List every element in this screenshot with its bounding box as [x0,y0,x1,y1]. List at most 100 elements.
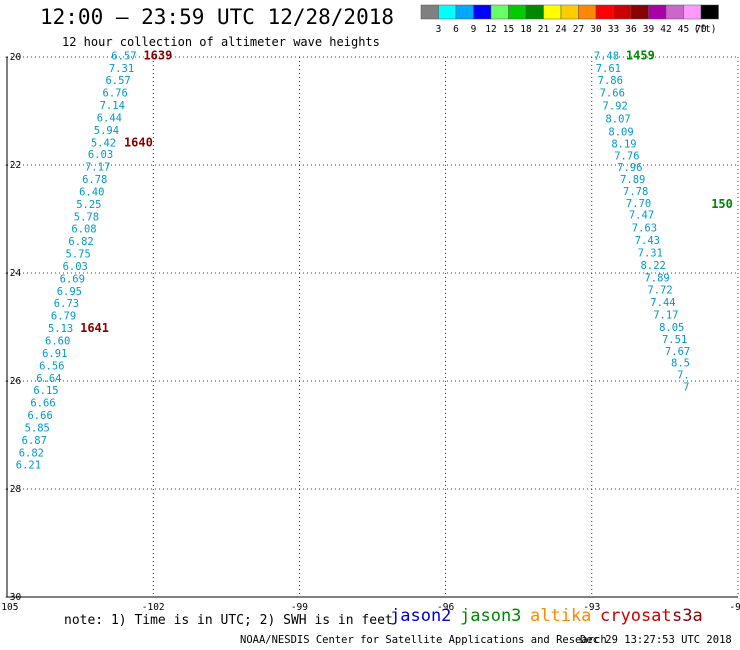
footer-credit: NOAA/NESDIS Center for Satellite Applica… [240,634,607,646]
legend-swatch [420,4,439,20]
legend-swatch [613,4,632,20]
swh-point: 6.60 [45,336,70,348]
swh-point: 7.31 [638,247,663,259]
swh-point: 5.78 [74,211,99,223]
swh-point: 7.43 [635,235,660,247]
swh-point: 8.07 [605,114,630,126]
swh-point: 7.44 [650,297,675,309]
swh-point: 6.03 [88,149,113,161]
swh-point: 7.47 [629,210,654,222]
track-time-label: 1640 [124,135,153,149]
legend-swatch [560,4,579,20]
swh-point: 7 [683,381,689,393]
swh-point: 8.5 [671,358,690,370]
lat-tick-label: -30 [4,592,21,603]
legend-swatch [473,4,492,20]
legend-swatch [508,4,527,20]
legend-swatch [543,4,562,20]
swh-point: 8.19 [611,138,636,150]
legend-label: 15 [503,24,514,35]
lon-tick-label: -102 [142,602,165,613]
lat-tick-label: -20 [4,52,21,63]
lon-tick-label: -93 [583,602,600,613]
footer-timestamp: Dec 29 13:27:53 UTC 2018 [580,634,732,646]
legend-swatch [578,4,597,20]
swh-point: 7.89 [620,174,645,186]
satellite-altika: altika [530,606,592,626]
swh-point: 6.69 [60,273,85,285]
swh-point: 7.31 [109,63,134,75]
legend-label: 6 [453,24,459,35]
lon-tick-label: -99 [291,602,308,613]
legend-swatch [665,4,684,20]
swh-point: 7.76 [614,150,639,162]
swh-point: 6.91 [42,348,67,360]
track-time-label: 1641 [80,321,109,335]
map-grid [6,56,739,598]
legend-label: 30 [590,24,602,35]
swh-point: 6.57 [111,50,136,62]
lon-tick-label: -105 [0,602,18,613]
color-legend: 3 6 9 12 15 18 21 24 27 30 33 36 39 42 45 70(ft) [420,4,719,35]
swh-point: 6.21 [16,460,41,472]
swh-point: 6.73 [54,298,79,310]
swh-point: 5.85 [25,422,50,434]
legend-swatch [490,4,509,20]
swh-point: 5.25 [76,199,101,211]
swh-point: 6.57 [105,75,130,87]
swh-point: 6.78 [82,174,107,186]
satellite-tracks: 6.577.316.576.767.146.445.945.426.037.17… [16,48,733,471]
legend-label: 70 [695,24,707,35]
swh-point: 5.13 [48,323,73,335]
legend-label: 21 [538,24,550,35]
satellite-jason2: jason2 [390,606,452,626]
legend-swatch [525,4,544,20]
swh-point: 7.89 [644,272,669,284]
swh-point: 5.75 [66,249,91,261]
swh-point: 6.15 [33,385,58,397]
lat-tick-label: -24 [4,268,21,279]
legend-label: 9 [471,24,477,35]
swh-point: 8.09 [608,127,633,139]
swh-point: 8.22 [641,260,666,272]
legend-swatch [438,4,457,20]
swh-point: 6.40 [79,186,104,198]
swh-point: 6.66 [27,410,52,422]
lat-tick-label: -26 [4,376,21,387]
swh-point: 8.05 [659,322,684,334]
swh-point: 7.61 [596,63,621,75]
swh-point: 6.03 [63,261,88,273]
legend-swatch [630,4,649,20]
legend-swatch [683,4,702,20]
legend-label: 33 [608,24,619,35]
legend-label: 24 [555,24,567,35]
map-subtitle: 12 hour collection of altimeter wave hei… [62,35,380,49]
swh-point: 6.87 [22,435,47,447]
swh-point: 7.86 [598,75,623,87]
legend-label: 42 [660,24,671,35]
footer-note: note: 1) Time is in UTC; 2) SWH is in fe… [64,613,393,628]
swh-point: 7.66 [600,88,625,100]
swh-point: 7.72 [647,285,672,297]
swh-point: 7.96 [617,162,642,174]
swh-point: 6.82 [68,236,93,248]
satellite-cryosat: cryosat [600,606,672,626]
swh-point: 7.78 [623,186,648,198]
legend-label: 12 [485,24,496,35]
swh-point: 7.70 [626,198,651,210]
swh-point: 7.63 [632,223,657,235]
legend-label: 36 [625,24,637,35]
legend-swatch [595,4,614,20]
swh-point: 6.82 [19,447,44,459]
map-title: 12:00 — 23:59 UTC 12/28/2018 [40,5,395,29]
lon-tick-label: -90 [729,602,740,613]
legend-label: 45 [678,24,689,35]
swh-point: 7. [677,370,690,382]
track-time-label: 1459 [626,48,655,62]
swh-point: 7.17 [85,162,110,174]
swh-point: 7.14 [100,100,125,112]
swh-point: 6.64 [36,373,61,385]
swh-point: 6.44 [97,112,122,124]
